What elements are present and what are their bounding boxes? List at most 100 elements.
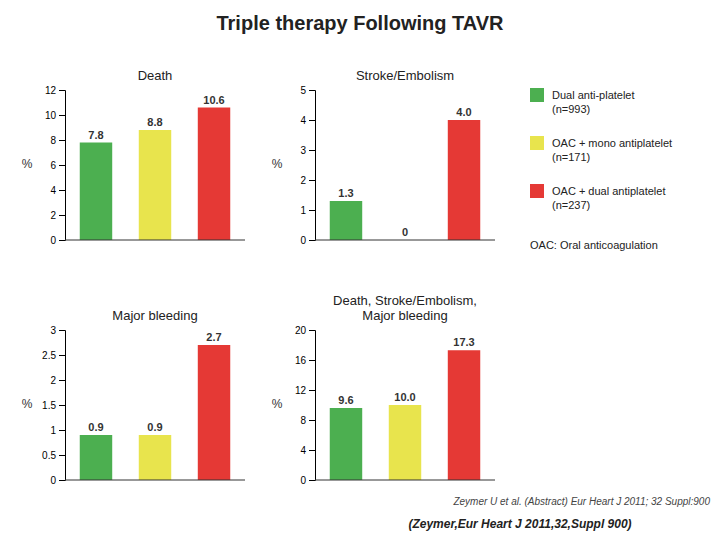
tick-mark xyxy=(59,90,65,91)
tick-label: 0 xyxy=(300,235,306,246)
data-labels: 7.8 8.8 10.6 xyxy=(88,94,224,141)
text-line: Major bleeding xyxy=(112,308,197,323)
tick: 2 xyxy=(300,175,315,186)
tick-mark xyxy=(309,240,315,241)
tick-mark xyxy=(59,115,65,116)
tick-mark xyxy=(59,240,65,241)
text-line: (n=171) xyxy=(552,151,590,163)
tick-label: 6 xyxy=(50,160,56,171)
y-axis: 0 2 4 6 8 10 12 xyxy=(45,85,66,246)
legend-swatch xyxy=(530,136,544,150)
data-label: 4.0 xyxy=(456,106,471,118)
subplot-title: Death, Stroke/Embolism,Major bleeding xyxy=(333,293,477,323)
tick-mark xyxy=(309,120,315,121)
text-line: Death xyxy=(138,68,173,83)
legend-swatch xyxy=(530,184,544,198)
data-label: 2.7 xyxy=(206,331,221,343)
bar xyxy=(330,408,362,480)
data-label: 0.9 xyxy=(147,421,162,433)
subplot-title: Death xyxy=(138,68,173,83)
subplot: 012345%Stroke/Embolism1.304.0 xyxy=(272,68,495,246)
tick: 0.5 xyxy=(42,450,65,461)
tick: 8 xyxy=(300,415,315,426)
bar xyxy=(448,350,480,480)
y-axis: 012345 xyxy=(300,85,315,246)
baseline xyxy=(65,480,245,481)
tick-label: 16 xyxy=(295,355,307,366)
tick: 1 xyxy=(300,205,315,216)
legend: Dual anti-platelet (n=993) OAC + mono anti… xyxy=(530,88,672,251)
legend-item: OAC + dual antiplatelet(n=237) xyxy=(530,184,665,211)
bar xyxy=(198,108,230,241)
tick-mark xyxy=(309,330,315,331)
tick-label: 4 xyxy=(50,185,56,196)
text-line: Dual anti-platelet xyxy=(552,89,635,101)
legend-label: OAC + dual antiplatelet(n=237) xyxy=(552,185,665,211)
tick: 12 xyxy=(45,85,65,96)
bars xyxy=(80,108,230,241)
data-label: 1.3 xyxy=(338,187,353,199)
data-label: 9.6 xyxy=(338,394,353,406)
baseline xyxy=(65,240,245,241)
data-label: 8.8 xyxy=(147,116,162,128)
bar xyxy=(389,405,421,480)
tick-label: 1 xyxy=(300,205,306,216)
axis-line xyxy=(309,331,316,481)
tick-label: 3 xyxy=(300,145,306,156)
tick-mark xyxy=(309,390,315,391)
tick-mark xyxy=(59,215,65,216)
tick: 12 xyxy=(295,385,315,396)
y-axis: 00.511.522.53 xyxy=(42,325,65,486)
tick-label: 12 xyxy=(45,85,57,96)
bars xyxy=(330,350,480,480)
tick-label: 1.5 xyxy=(42,400,56,411)
tick: 16 xyxy=(295,355,315,366)
tick-label: 2 xyxy=(50,210,56,221)
tick: 3 xyxy=(50,325,65,336)
axis-title: % xyxy=(272,397,283,411)
data-labels: 1.3 0 4.0 xyxy=(338,106,471,238)
subplot: 00.511.522.53%Major bleeding0.90.92.7 xyxy=(22,308,245,486)
bar xyxy=(198,345,230,480)
axis-title: % xyxy=(22,157,33,171)
axis-title: % xyxy=(272,157,283,171)
data-label: 0 xyxy=(402,226,408,238)
tick-mark xyxy=(59,430,65,431)
tick-label: 2 xyxy=(50,375,56,386)
tick-mark xyxy=(59,140,65,141)
tick-mark xyxy=(59,330,65,331)
text-line: OAC + dual antiplatelet xyxy=(552,185,665,197)
tick: 1 xyxy=(50,425,65,436)
axis-line xyxy=(59,331,66,481)
tick-mark xyxy=(59,455,65,456)
tick: 0 xyxy=(50,235,65,246)
data-label: 7.8 xyxy=(88,129,103,141)
legend-swatch xyxy=(530,88,544,102)
tick-mark xyxy=(59,190,65,191)
text-line: OAC + mono antiplatelet xyxy=(552,137,672,149)
text-line: Major bleeding xyxy=(362,308,447,323)
tick-mark xyxy=(309,210,315,211)
bars xyxy=(330,120,480,240)
tick: 1.5 xyxy=(42,400,65,411)
tick: 5 xyxy=(300,85,315,96)
tick-label: 0 xyxy=(300,475,306,486)
text-line: Stroke/Embolism xyxy=(356,68,454,83)
tick: 0 xyxy=(300,235,315,246)
tick-mark xyxy=(309,90,315,91)
tick-mark xyxy=(59,165,65,166)
bar xyxy=(139,435,171,480)
tick: 6 xyxy=(50,160,65,171)
tick-label: 10 xyxy=(45,110,57,121)
subtitle: (Zeymer,Eur Heart J 2011,32,Suppl 900) xyxy=(408,517,631,531)
tick: 8 xyxy=(50,135,65,146)
bar xyxy=(80,143,112,241)
tick-mark xyxy=(309,450,315,451)
tick-label: 20 xyxy=(295,325,307,336)
tick: 2 xyxy=(50,210,65,221)
tick: 4 xyxy=(50,185,65,196)
axis-line xyxy=(59,91,66,241)
data-label: 10.6 xyxy=(203,94,224,106)
text-line: (n=993) xyxy=(552,103,590,115)
tick: 2 xyxy=(50,375,65,386)
